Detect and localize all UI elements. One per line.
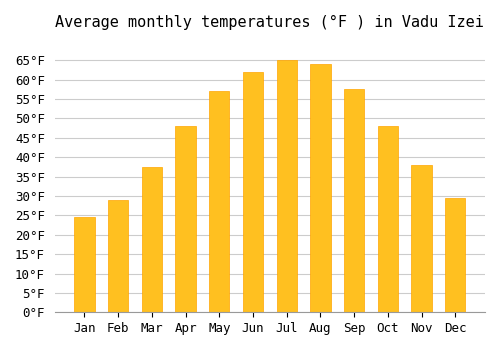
Bar — [243, 72, 263, 312]
Bar — [412, 165, 432, 312]
Bar — [209, 91, 230, 312]
Bar — [176, 126, 196, 312]
Bar — [445, 198, 466, 312]
Bar — [142, 167, 162, 312]
Bar — [108, 200, 128, 312]
Title: Average monthly temperatures (°F ) in Vadu Izei: Average monthly temperatures (°F ) in Va… — [56, 15, 484, 30]
Bar — [74, 217, 94, 312]
Bar — [276, 60, 297, 312]
Bar — [310, 64, 330, 312]
Bar — [344, 89, 364, 312]
Bar — [378, 126, 398, 312]
